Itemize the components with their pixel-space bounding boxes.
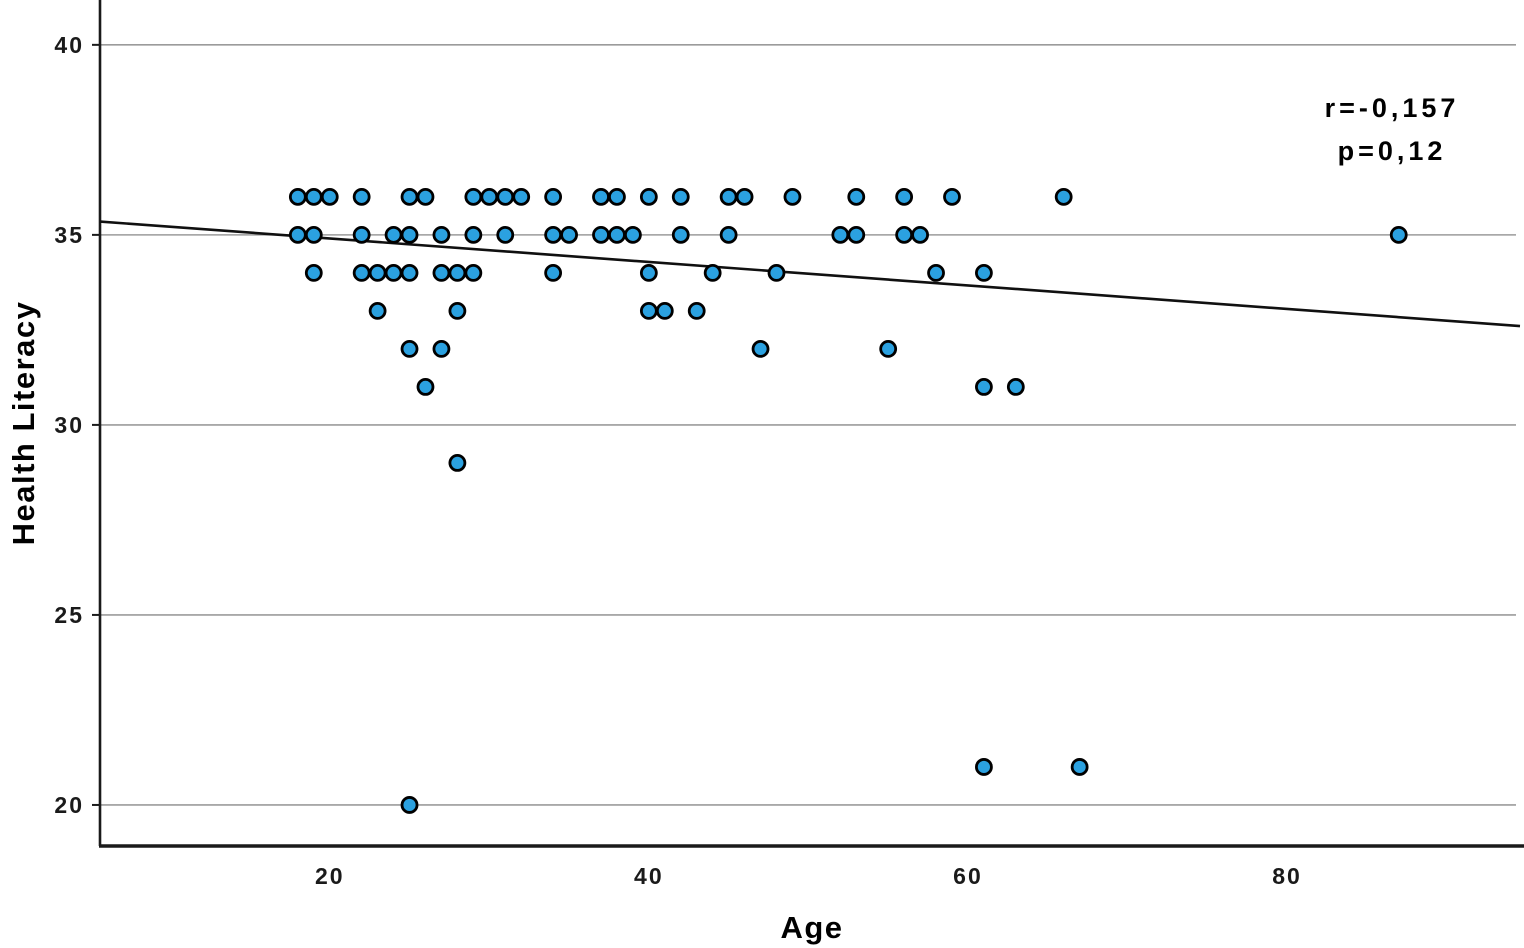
trend-line <box>99 220 1521 328</box>
data-point <box>352 225 371 244</box>
data-point <box>1070 758 1089 776</box>
data-point <box>687 301 706 320</box>
data-point <box>1054 187 1073 206</box>
data-point <box>512 187 531 206</box>
data-point <box>703 263 722 282</box>
data-point <box>400 796 419 814</box>
data-point <box>831 225 850 244</box>
annotation-p-value: p=0,12 <box>1338 136 1447 166</box>
data-point <box>879 339 898 358</box>
x-tick-label: 60 <box>953 863 983 889</box>
grid-layer <box>100 44 1516 806</box>
data-point <box>288 225 307 244</box>
data-point <box>623 225 642 244</box>
data-point <box>671 225 690 244</box>
data-point <box>592 187 610 206</box>
data-point <box>544 263 563 282</box>
data-point <box>608 187 626 206</box>
data-point <box>400 187 419 206</box>
annotation-r-value: r=-0,157 <box>1325 93 1460 123</box>
data-point <box>895 187 914 206</box>
data-point <box>1006 377 1025 396</box>
data-point <box>448 454 467 472</box>
data-point <box>304 225 323 244</box>
data-point <box>496 187 515 206</box>
data-point <box>416 377 435 396</box>
data-point <box>432 263 451 282</box>
y-tick-label: 30 <box>54 412 84 438</box>
data-point <box>400 339 419 358</box>
trend-layer <box>99 220 1521 328</box>
data-point <box>975 758 993 776</box>
data-point <box>544 187 563 206</box>
data-point <box>320 187 339 206</box>
data-point <box>975 263 993 282</box>
y-tick-label: 25 <box>54 602 84 628</box>
data-point <box>400 225 419 244</box>
point-layer <box>288 187 1408 814</box>
y-tick-label: 40 <box>54 32 84 58</box>
tick-label-layer: 40 35 30 25 20 20 40 60 80 <box>54 32 1302 889</box>
y-tick-label: 20 <box>54 792 84 818</box>
data-point <box>464 263 483 282</box>
data-point <box>639 263 658 282</box>
data-point <box>448 301 467 320</box>
data-point <box>400 263 419 282</box>
data-point <box>719 187 738 206</box>
data-point <box>464 187 483 206</box>
data-point <box>767 263 786 282</box>
data-point <box>432 339 451 358</box>
data-point <box>751 339 770 358</box>
data-point <box>304 187 323 206</box>
data-point <box>384 225 403 244</box>
y-axis-title: Health Literacy <box>6 301 41 546</box>
data-point <box>304 263 323 282</box>
x-axis-title: Age <box>780 910 843 945</box>
data-point <box>639 187 658 206</box>
data-point <box>608 225 626 244</box>
data-point <box>416 187 435 206</box>
axis-layer <box>92 0 1524 848</box>
data-point <box>719 225 738 244</box>
data-point <box>639 301 658 320</box>
x-tick-label: 40 <box>634 863 664 889</box>
data-point <box>560 225 578 244</box>
data-point <box>592 225 610 244</box>
data-point <box>432 225 451 244</box>
data-point <box>847 187 866 206</box>
data-point <box>368 263 387 282</box>
data-point <box>384 263 403 282</box>
data-point <box>448 263 467 282</box>
data-point <box>496 225 515 244</box>
data-point <box>288 187 307 206</box>
data-point <box>368 301 387 320</box>
data-point <box>735 187 754 206</box>
data-point <box>655 301 674 320</box>
data-point <box>1389 225 1408 244</box>
data-point <box>847 225 866 244</box>
y-tick-label: 35 <box>54 222 84 248</box>
data-point <box>671 187 690 206</box>
data-point <box>352 187 371 206</box>
x-tick-label: 80 <box>1272 863 1302 889</box>
data-point <box>911 225 929 244</box>
data-point <box>480 187 499 206</box>
data-point <box>352 263 371 282</box>
data-point <box>927 263 945 282</box>
data-point <box>975 377 993 396</box>
data-point <box>943 187 961 206</box>
x-tick-label: 20 <box>315 863 345 889</box>
data-point <box>544 225 563 244</box>
data-point <box>464 225 483 244</box>
data-point <box>895 225 914 244</box>
data-point <box>783 187 802 206</box>
